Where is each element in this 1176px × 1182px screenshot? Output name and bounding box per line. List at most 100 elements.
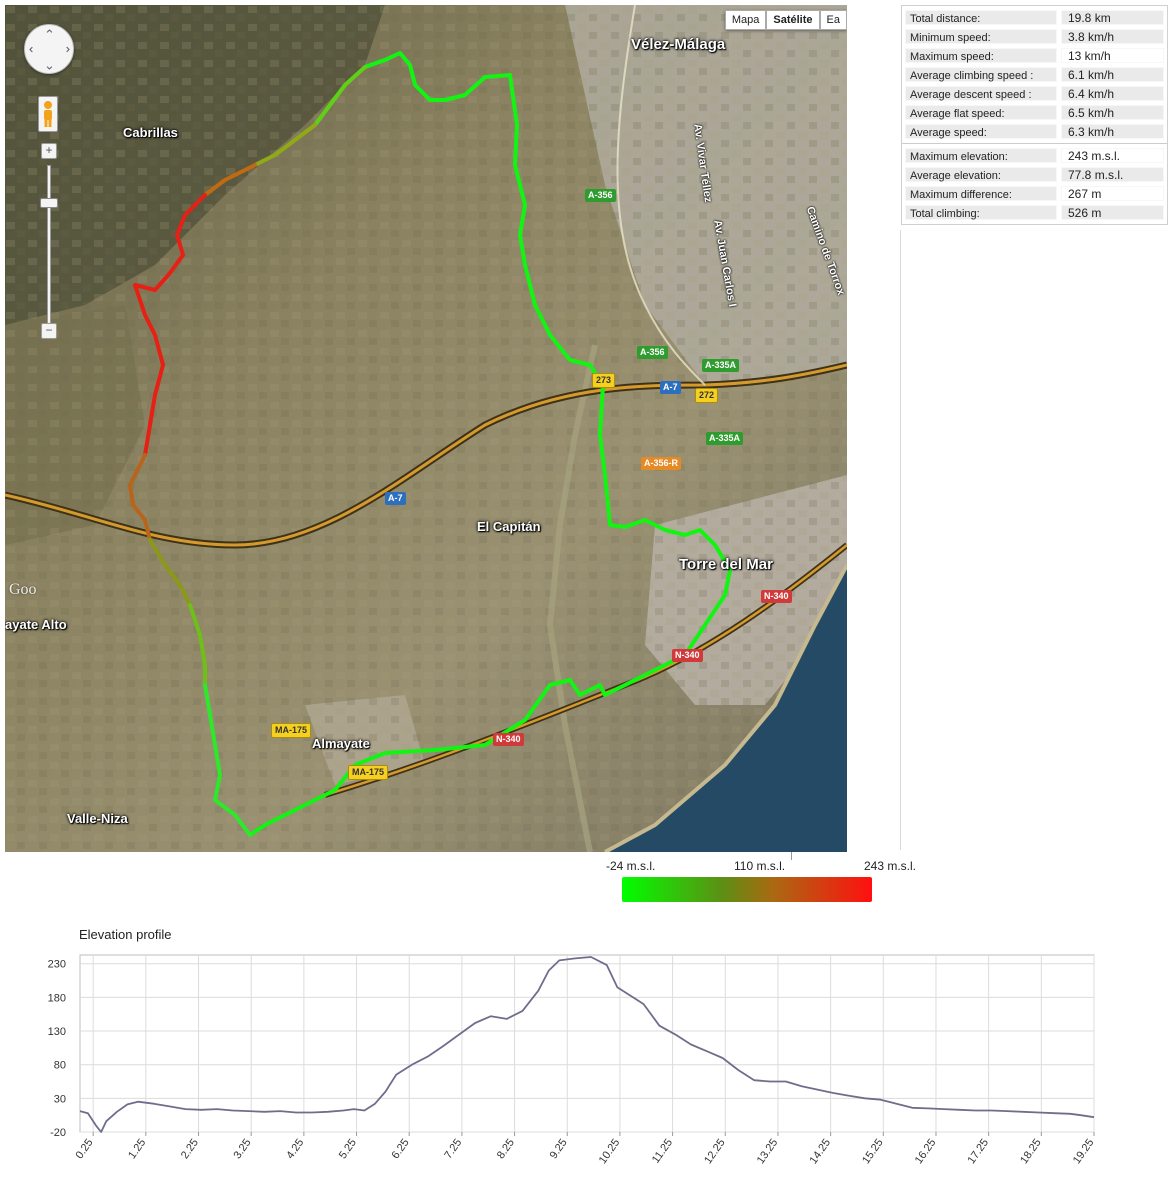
place-label: Valle-Niza xyxy=(67,811,128,826)
map-type-satellite-button[interactable]: Satélite xyxy=(766,10,820,30)
zoom-out-button[interactable]: − xyxy=(41,323,57,339)
pan-right-icon[interactable]: ⌃ xyxy=(56,44,72,55)
map-type-control: Mapa Satélite Ea xyxy=(724,10,847,30)
chart-title: Elevation profile xyxy=(79,927,172,942)
road-badge: 273 xyxy=(592,373,616,388)
stat-value: 6.4 km/h xyxy=(1061,86,1164,101)
road-badge: MA-175 xyxy=(271,723,312,738)
stat-value: 243 m.s.l. xyxy=(1061,148,1164,163)
legend-min-label: -24 m.s.l. xyxy=(606,859,656,873)
stat-value: 6.1 km/h xyxy=(1061,67,1164,82)
stat-label: Average descent speed : xyxy=(905,86,1057,101)
road-badge: A-356-R xyxy=(641,457,682,470)
x-tick-label: 1.25 xyxy=(126,1137,148,1161)
y-tick-label: 130 xyxy=(48,1026,66,1038)
x-tick-label: 4.25 xyxy=(284,1137,306,1161)
x-tick-label: 12.25 xyxy=(702,1137,728,1166)
stat-row: Average climbing speed : 6.1 km/h xyxy=(905,65,1164,84)
x-tick-label: 8.25 xyxy=(495,1137,517,1161)
stat-row: Average flat speed: 6.5 km/h xyxy=(905,103,1164,122)
map-type-earth-button[interactable]: Ea xyxy=(819,10,847,30)
road-badge: 272 xyxy=(695,388,719,403)
elevation-line xyxy=(79,956,1095,1133)
x-tick-label: 16.25 xyxy=(913,1137,939,1166)
stat-label: Maximum speed: xyxy=(905,48,1057,63)
road-badge: N-340 xyxy=(672,649,703,662)
road-badge: A-335A xyxy=(706,432,744,445)
stat-value: 267 m xyxy=(1061,186,1164,201)
stat-label: Average speed: xyxy=(905,124,1057,139)
zoom-in-button[interactable]: + xyxy=(41,143,57,159)
divider xyxy=(900,230,901,850)
map-type-mapa-button[interactable]: Mapa xyxy=(724,10,767,30)
zoom-slider-handle[interactable] xyxy=(40,198,58,208)
place-label: Cabrillas xyxy=(123,125,178,140)
stat-label: Average climbing speed : xyxy=(905,67,1057,82)
legend-mid-label: 110 m.s.l. xyxy=(734,859,786,873)
satellite-imagery xyxy=(5,5,847,852)
x-tick-label: 10.25 xyxy=(597,1137,623,1166)
road-badge: N-340 xyxy=(761,590,792,603)
stat-value: 526 m xyxy=(1061,205,1164,220)
place-label: Vélez-Málaga xyxy=(631,36,726,53)
elevation-color-scale xyxy=(622,877,872,902)
google-watermark: Goo xyxy=(9,581,37,598)
road-badge: A-7 xyxy=(660,381,681,394)
stat-row: Maximum elevation: 243 m.s.l. xyxy=(905,146,1164,165)
x-tick-label: 11.25 xyxy=(650,1137,675,1166)
x-tick-label: 7.25 xyxy=(442,1137,464,1161)
stat-label: Minimum speed: xyxy=(905,29,1057,44)
x-tick-label: 0.25 xyxy=(74,1137,96,1161)
road-badge: A-356 xyxy=(585,189,616,202)
place-label: Almayate xyxy=(312,736,370,751)
x-tick-label: 6.25 xyxy=(390,1137,412,1161)
road-badge: A-335A xyxy=(702,359,740,372)
legend-tick xyxy=(791,852,792,860)
zoom-slider-track[interactable] xyxy=(47,165,51,324)
stat-row: Average elevation: 77.8 m.s.l. xyxy=(905,165,1164,184)
stat-row: Minimum speed: 3.8 km/h xyxy=(905,27,1164,46)
y-tick-label: 30 xyxy=(54,1093,66,1105)
x-tick-label: 19.25 xyxy=(1071,1137,1097,1166)
stat-row: Maximum speed: 13 km/h xyxy=(905,46,1164,65)
x-tick-label: 2.25 xyxy=(179,1137,201,1161)
stat-value: 6.3 km/h xyxy=(1061,124,1164,139)
y-tick-label: 180 xyxy=(48,992,66,1004)
legend-max-label: 243 m.s.l. xyxy=(864,859,917,873)
y-tick-label: -20 xyxy=(50,1127,66,1139)
x-tick-label: 13.25 xyxy=(755,1137,781,1166)
x-tick-label: 3.25 xyxy=(232,1137,254,1161)
gps-route xyxy=(128,51,732,837)
stat-value: 77.8 m.s.l. xyxy=(1061,167,1164,182)
stat-value: 19.8 km xyxy=(1061,10,1164,25)
place-label: El Capitán xyxy=(477,519,541,534)
road-badge: N-340 xyxy=(493,733,524,746)
plot-area xyxy=(79,954,1095,1133)
pan-up-icon[interactable]: ⌃ xyxy=(44,27,55,42)
stat-row: Maximum difference: 267 m xyxy=(905,184,1164,203)
route-map[interactable]: Vélez-Málaga Cabrillas El Capitán Torre … xyxy=(5,5,847,852)
x-tick-label: 5.25 xyxy=(337,1137,359,1161)
road-badge: A-7 xyxy=(385,492,406,505)
route-statistics-panel: Total distance: 19.8 km Minimum speed: 3.8 … xyxy=(901,5,1168,225)
stat-label: Total distance: xyxy=(905,10,1057,25)
x-tick-label: 15.25 xyxy=(860,1137,886,1166)
pan-left-icon[interactable]: ⌃ xyxy=(26,44,42,55)
pan-control[interactable]: ⌃ ⌃ ⌃ ⌃ xyxy=(24,24,74,74)
place-label: Torre del Mar xyxy=(679,556,773,573)
street-view-pegman-icon[interactable] xyxy=(38,96,58,132)
pan-down-icon[interactable]: ⌃ xyxy=(44,57,55,72)
stat-row: Total climbing: 526 m xyxy=(905,203,1164,222)
road-badge: MA-175 xyxy=(348,765,389,780)
stat-row: Average speed: 6.3 km/h xyxy=(905,122,1164,141)
stat-label: Average flat speed: xyxy=(905,105,1057,120)
elevation-profile-chart: -20 30 80 130 180 230 0.25 1.25 2.25 3.25 4.25 5.25… xyxy=(48,954,1097,1166)
stat-value: 6.5 km/h xyxy=(1061,105,1164,120)
stat-label: Maximum difference: xyxy=(905,186,1057,201)
stat-row: Total distance: 19.8 km xyxy=(905,8,1164,27)
stat-label: Average elevation: xyxy=(905,167,1057,182)
x-tick-label: 14.25 xyxy=(807,1137,833,1166)
y-tick-label: 230 xyxy=(48,959,66,971)
speed-stats: Total distance: 19.8 km Minimum speed: 3.8 … xyxy=(902,6,1167,143)
place-label: ayate Alto xyxy=(5,617,67,632)
